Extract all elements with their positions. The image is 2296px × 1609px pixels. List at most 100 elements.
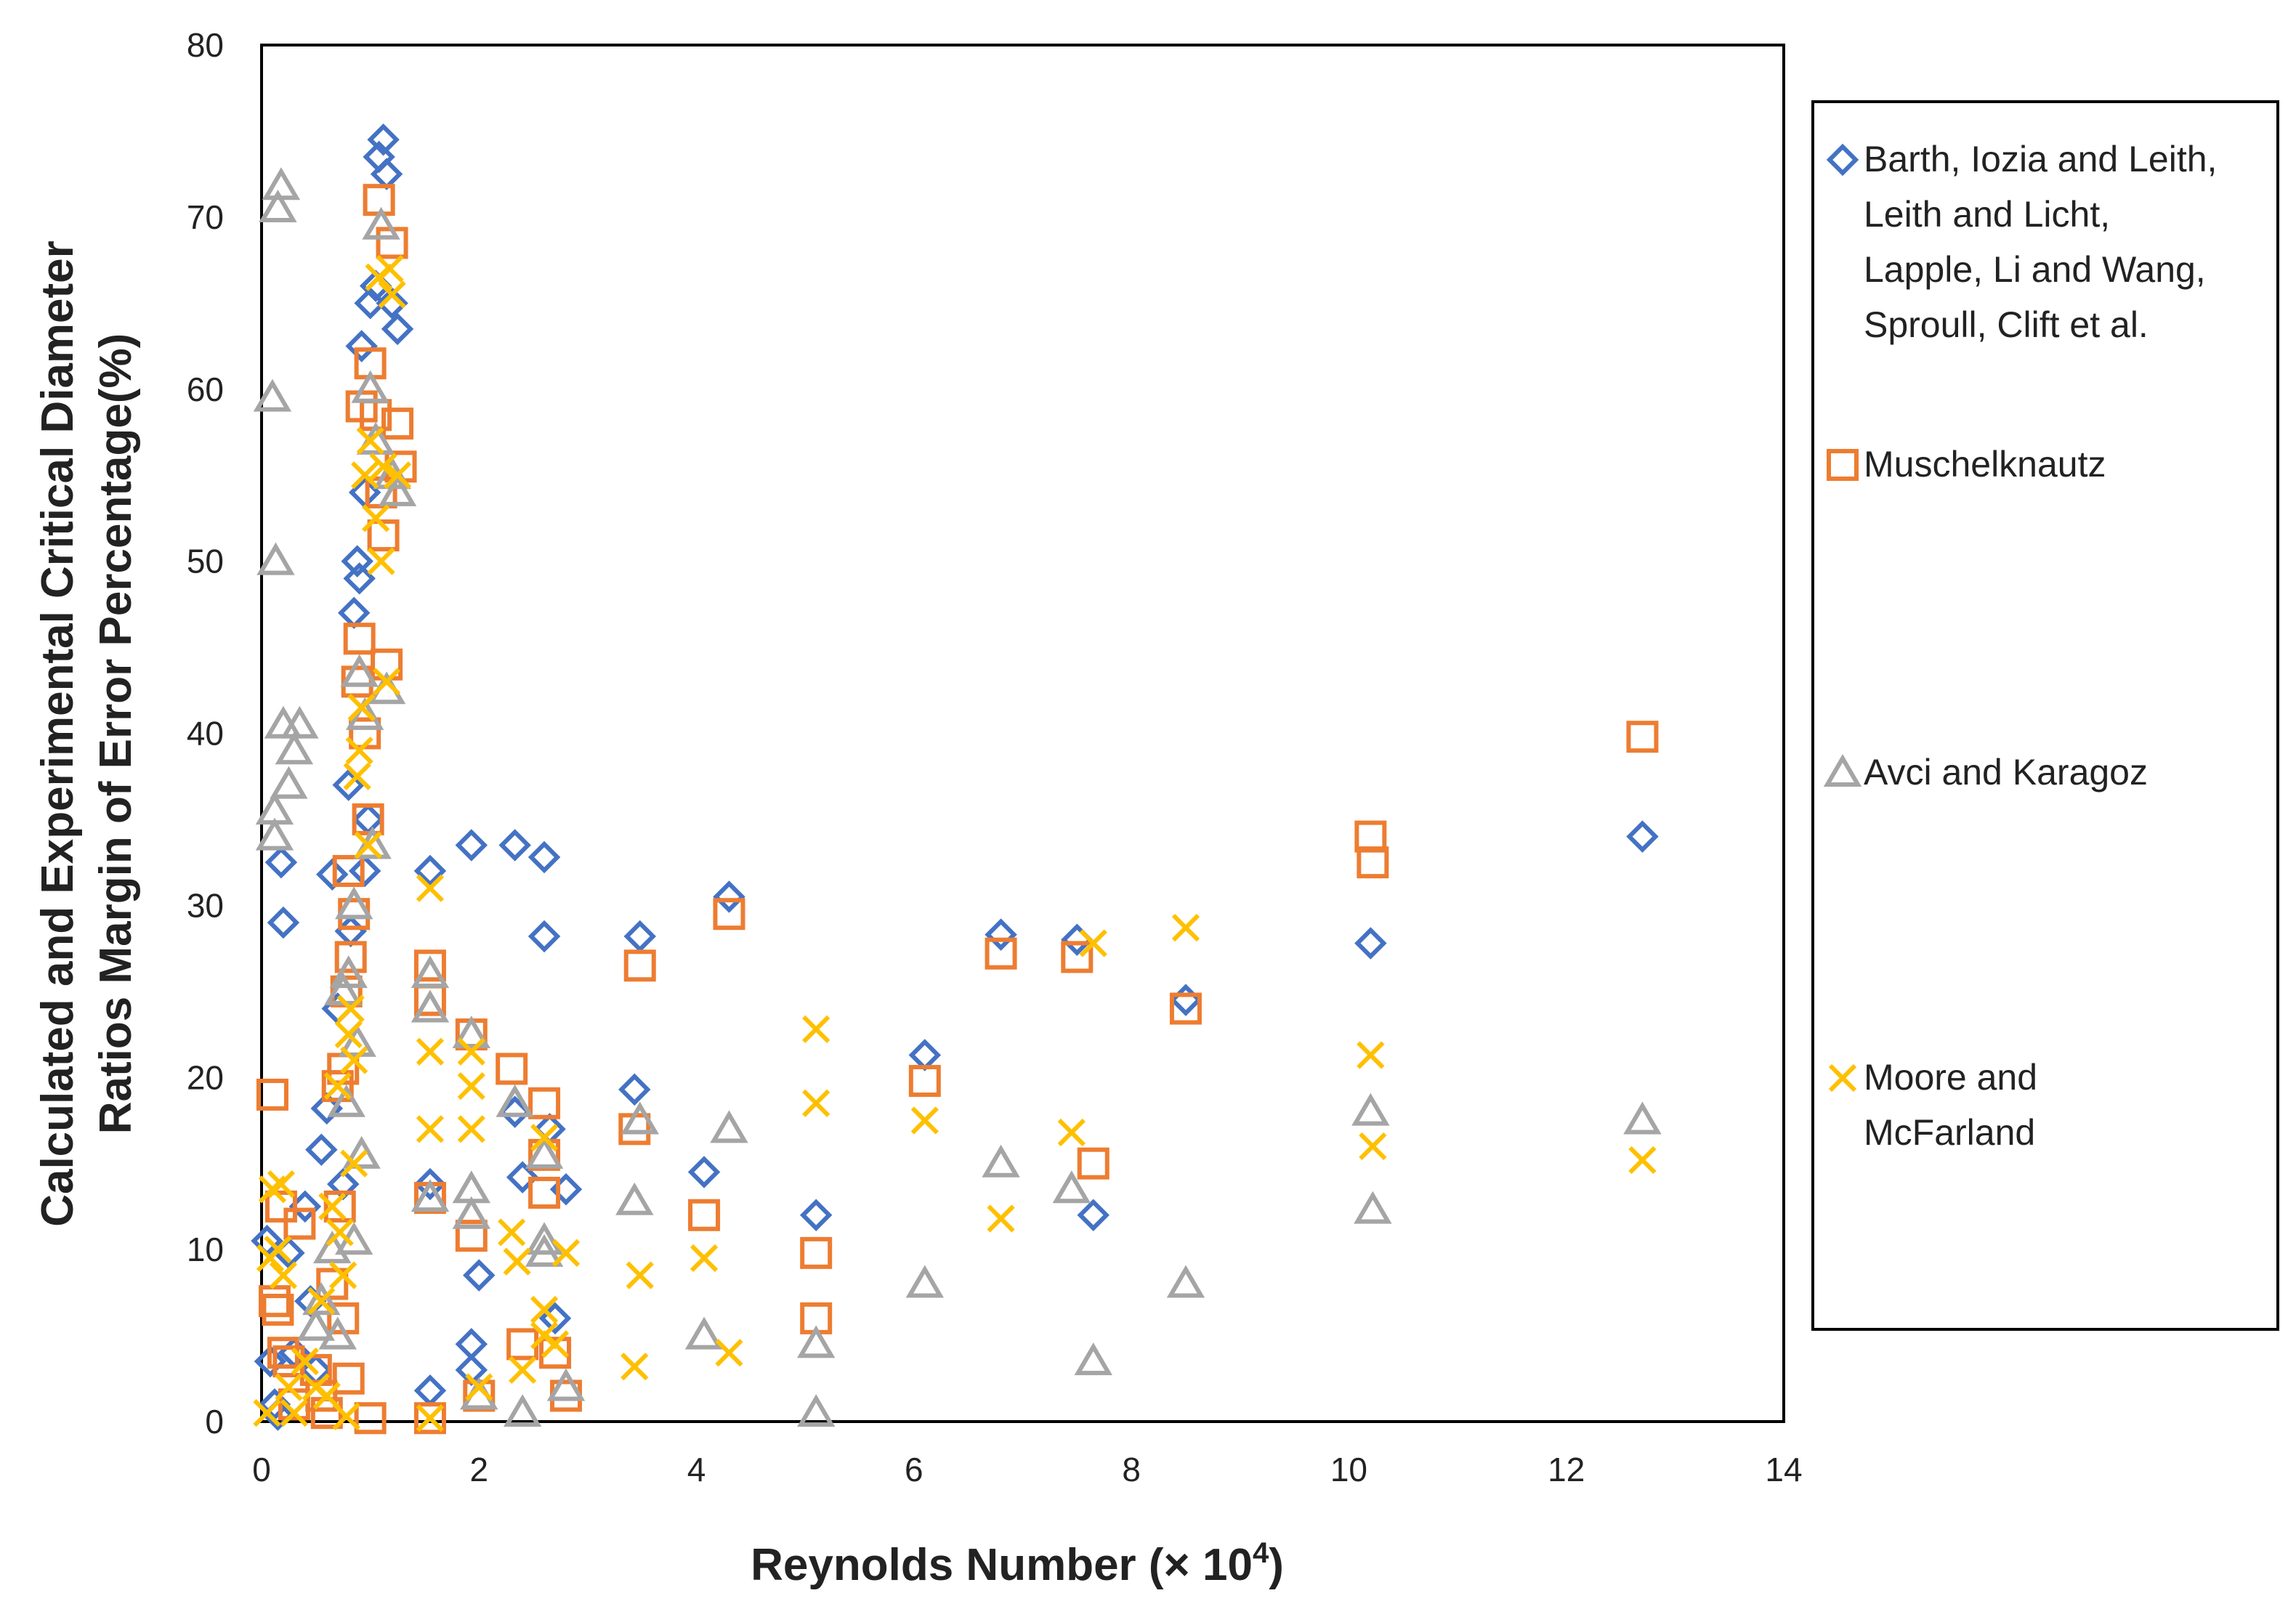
data-point-x: [345, 737, 373, 765]
data-point-square: [496, 1053, 528, 1085]
data-point-square: [264, 1190, 297, 1223]
data-point-x: [498, 1218, 526, 1247]
data-point-x: [264, 1236, 292, 1264]
data-point-diamond: [345, 330, 378, 362]
data-point-square: [367, 519, 400, 552]
data-point-diamond: [1626, 820, 1659, 853]
y-axis-ticks: 0 10 20 30 40 50 60 70 80: [187, 26, 224, 1440]
data-point-x: [318, 1192, 347, 1221]
data-point-square: [1061, 941, 1094, 973]
x-tick-label: 4: [687, 1451, 706, 1488]
legend-label: McFarland: [1864, 1112, 2035, 1153]
data-point-diamond: [1077, 1199, 1110, 1231]
x-tick-label: 12: [1548, 1451, 1585, 1488]
data-point-x: [457, 1037, 485, 1066]
data-point-x: [416, 1404, 445, 1432]
x-axis-title: Reynolds Number (× 104): [751, 1537, 1284, 1590]
data-point-square: [316, 1268, 349, 1300]
legend-marker-x: [1828, 1063, 1857, 1093]
data-point-diamond: [267, 906, 300, 939]
data-point-x: [1359, 1132, 1387, 1161]
data-point-triangle: [615, 1182, 654, 1215]
data-point-diamond: [305, 1133, 338, 1166]
data-point-triangle: [329, 955, 368, 989]
data-point-diamond: [455, 1328, 488, 1361]
series-x: [253, 254, 1657, 1432]
data-point-diamond: [908, 1039, 942, 1071]
data-point-x: [356, 426, 384, 455]
data-point-square: [528, 1087, 561, 1119]
data-point-square: [343, 623, 376, 655]
data-point-triangle: [327, 1084, 365, 1117]
data-point-x: [626, 1261, 654, 1289]
data-point-diamond: [623, 920, 656, 953]
data-point-diamond: [343, 562, 376, 595]
data-point-diamond: [413, 854, 447, 888]
data-point-x: [362, 504, 390, 532]
data-point-diamond: [498, 829, 531, 862]
data-point-triangle: [351, 370, 389, 403]
plot-area-frame: [260, 44, 1785, 1423]
data-point-triangle: [362, 206, 400, 240]
data-point-diamond: [1169, 984, 1202, 1016]
y-tick-label: 30: [187, 886, 224, 924]
data-point-diamond: [264, 846, 298, 879]
data-point-triangle: [270, 766, 308, 799]
series-square: [256, 184, 1659, 1435]
data-point-square: [381, 408, 414, 440]
data-point-x: [329, 1261, 357, 1289]
data-point-square: [1169, 992, 1202, 1025]
data-point-x: [383, 461, 412, 490]
data-point-diamond: [985, 918, 1017, 951]
data-point-x: [275, 1373, 303, 1401]
data-point-x: [910, 1106, 939, 1135]
legend-marker-diamond: [1826, 143, 1859, 177]
data-point-x: [621, 1353, 649, 1381]
data-point-triangle: [1166, 1265, 1205, 1298]
data-point-x: [326, 1218, 354, 1247]
x-tick-label: 6: [905, 1451, 923, 1488]
data-point-square: [539, 1337, 572, 1369]
y-tick-label: 50: [187, 543, 224, 580]
y-tick-label: 40: [187, 715, 224, 753]
data-point-x: [332, 1402, 360, 1431]
legend-marker-square: [1827, 449, 1859, 481]
y-tick-label: 70: [187, 198, 224, 236]
data-point-diamond: [367, 123, 400, 156]
legend-label: Lapple, Li and Wang,: [1864, 249, 2206, 290]
data-point-diamond: [376, 287, 408, 320]
data-point-x: [307, 1287, 336, 1316]
data-point-square: [352, 803, 384, 835]
data-point-diamond: [506, 1161, 539, 1193]
data-point-square: [1077, 1147, 1109, 1180]
data-point-diamond: [799, 1199, 833, 1231]
data-point-square: [363, 184, 395, 216]
data-point-x: [323, 1071, 352, 1101]
data-point-triangle: [1623, 1101, 1662, 1135]
data-point-x: [457, 1115, 485, 1143]
data-point-x: [378, 280, 406, 309]
data-point-square: [800, 1236, 833, 1269]
data-point-triangle: [684, 1316, 724, 1350]
y-tick-label: 10: [187, 1231, 224, 1268]
data-point-diamond: [463, 1259, 496, 1292]
data-point-triangle: [280, 705, 319, 739]
x-tick-label: 14: [1765, 1451, 1802, 1488]
data-point-triangle: [525, 1135, 564, 1169]
data-point-square: [258, 1285, 291, 1318]
data-point-x: [1357, 1041, 1385, 1069]
data-point-square: [688, 1199, 721, 1231]
data-point-x: [551, 1239, 581, 1267]
data-point-triangle: [1354, 1191, 1392, 1224]
y-tick-label: 60: [187, 370, 224, 408]
data-point-diamond: [455, 829, 488, 862]
data-point-square: [623, 949, 656, 982]
data-point-triangle: [1074, 1342, 1112, 1376]
data-point-square: [256, 1078, 288, 1111]
data-point-x: [465, 1373, 493, 1401]
y-tick-label: 20: [187, 1058, 224, 1096]
data-point-x: [369, 453, 397, 481]
data-point-x: [802, 1089, 830, 1117]
x-axis-title-superscript: 4: [1253, 1537, 1269, 1569]
data-point-x: [715, 1339, 743, 1367]
